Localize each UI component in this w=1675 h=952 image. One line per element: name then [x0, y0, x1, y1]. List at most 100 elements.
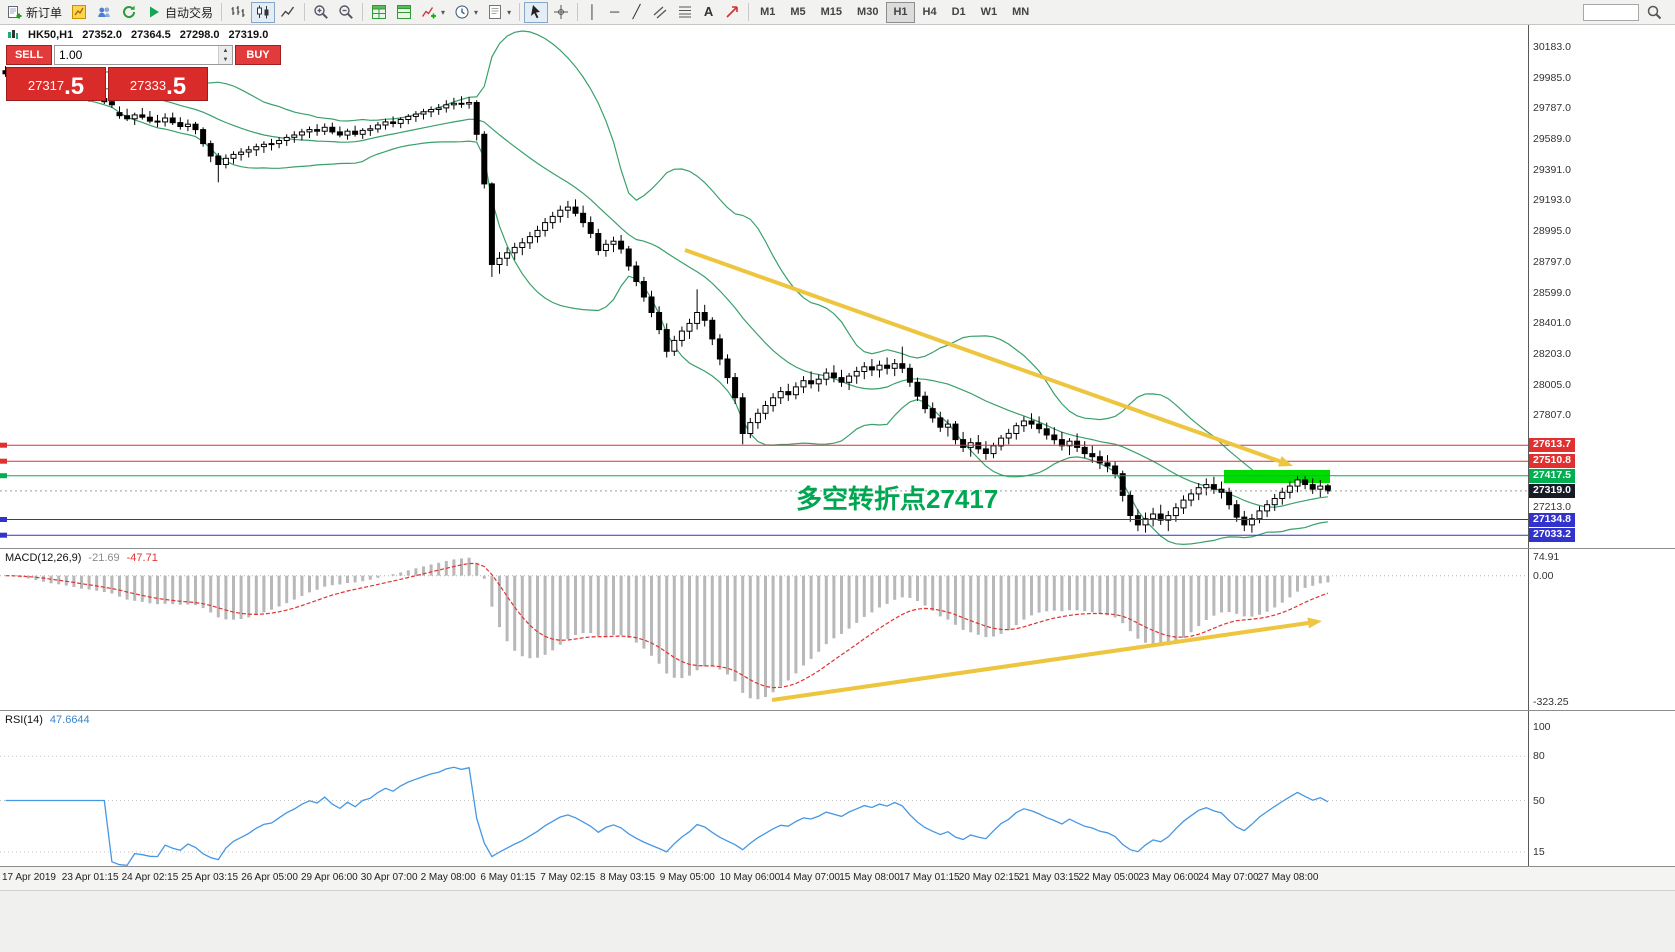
sell-button[interactable]: SELL — [6, 45, 52, 65]
sell-price-int: 27317 — [27, 78, 65, 93]
bar-chart-button[interactable] — [226, 2, 250, 23]
toolbar-button-label: MN — [1012, 6, 1030, 18]
trendline-button[interactable]: ╱ — [626, 2, 647, 23]
rsi-panel: 100 80 50 15 RSI(14) 47.6644 — [0, 710, 1675, 866]
price-axis-label: 29787.0 — [1533, 102, 1571, 115]
volume-up-icon[interactable]: ▲ — [219, 46, 232, 55]
price-axis-label: 30183.0 — [1533, 41, 1571, 53]
buy-button[interactable]: BUY — [235, 45, 281, 65]
indicators-icon — [421, 4, 437, 20]
macd-axis-label: 0.00 — [1533, 569, 1554, 582]
macd-axis[interactable]: 74.91 0.00 -323.25 — [1528, 549, 1675, 710]
symbol-search-input[interactable] — [1583, 3, 1639, 21]
rsi-axis[interactable]: 100 80 50 15 — [1528, 711, 1675, 866]
timeframe-m30[interactable]: M30 — [850, 2, 885, 23]
time-axis-label: 23 Apr 01:15 — [61, 872, 119, 883]
macd-panel: 74.91 0.00 -323.25 MACD(12,26,9) -21.69 -47.… — [0, 548, 1675, 710]
time-axis-label: 24 Apr 02:15 — [121, 872, 179, 883]
cursor-button[interactable] — [524, 1, 549, 23]
fibonacci-button[interactable] — [673, 2, 697, 23]
timeframe-h4[interactable]: H4 — [916, 2, 944, 23]
current-price-tag: 27319.0 — [1529, 483, 1575, 498]
price-axis-label: 28995.0 — [1533, 225, 1571, 238]
crosshair-icon — [553, 4, 569, 20]
arrange-windows-button[interactable] — [392, 2, 416, 23]
time-axis-label: 6 May 01:15 — [480, 872, 536, 883]
profiles-button[interactable] — [92, 2, 116, 23]
time-axis-label: 26 Apr 05:00 — [241, 872, 298, 883]
buy-price-int: 27333 — [129, 78, 167, 93]
macd-axis-label: -323.25 — [1533, 696, 1569, 708]
price-axis-label: 29985.0 — [1533, 71, 1571, 84]
time-axis-label: 29 Apr 06:00 — [301, 872, 358, 883]
horizontal-line-icon: ─ — [609, 4, 620, 19]
toolbar-separator — [577, 3, 579, 21]
templates-button[interactable]: ▾ — [483, 2, 515, 23]
search-icon[interactable] — [1642, 2, 1666, 23]
volume-down-icon[interactable]: ▼ — [219, 55, 232, 64]
open-chart-button[interactable] — [67, 2, 91, 23]
price-axis-label: 29589.0 — [1533, 133, 1571, 146]
symbol-period-label: HK50,H1 — [28, 29, 74, 41]
timeframe-w1[interactable]: W1 — [974, 2, 1005, 23]
macd-axis-label: 74.91 — [1533, 551, 1560, 563]
bar-close-value: 27319.0 — [228, 29, 269, 41]
timeframe-m1[interactable]: M1 — [753, 2, 782, 23]
line-chart-button[interactable] — [276, 2, 300, 23]
volume-input[interactable] — [55, 46, 218, 64]
equidistant-channel-button[interactable] — [648, 2, 672, 23]
text-label-button[interactable]: A — [698, 2, 719, 23]
macd-header: MACD(12,26,9) -21.69 -47.71 — [5, 552, 165, 564]
arrange-windows-icon — [396, 4, 412, 20]
tile-windows-button[interactable] — [367, 2, 391, 23]
price-axis-label: 27807.0 — [1533, 409, 1571, 422]
zoom-out-button[interactable] — [334, 2, 358, 23]
time-axis[interactable]: 17 Apr 2019 23 Apr 01:15 24 Apr 02:15 25 Ap… — [0, 866, 1675, 890]
rsi-canvas[interactable] — [0, 711, 1528, 866]
toolbar-separator — [519, 3, 521, 21]
vertical-line-button[interactable]: │ — [582, 2, 603, 23]
macd-canvas[interactable] — [0, 549, 1528, 710]
horizontal-line-button[interactable]: ─ — [604, 2, 625, 23]
sell-price-big: .5 — [64, 73, 85, 100]
timeframe-h1[interactable]: H1 — [886, 1, 915, 23]
arrow-objects-button[interactable] — [720, 2, 744, 23]
crosshair-button[interactable] — [549, 2, 573, 23]
price-chart-canvas[interactable]: 多空转折点27417 — [0, 25, 1528, 548]
price-line-tag: 27613.7 — [1529, 438, 1575, 453]
indicators-button[interactable]: ▾ — [417, 2, 449, 23]
price-axis-label: 27213.0 — [1533, 501, 1571, 514]
buy-price-button[interactable]: 27333.5 — [108, 67, 208, 101]
price-line-tag: 27033.2 — [1529, 528, 1575, 543]
chart-icon — [7, 29, 19, 41]
price-axis[interactable]: 30183.0 29985.0 29787.0 29589.0 29391.0 29193… — [1528, 25, 1675, 548]
timeframe-m15[interactable]: M15 — [814, 2, 849, 23]
new-order-icon — [7, 4, 23, 20]
toolbar-button-label: D1 — [951, 6, 966, 18]
svg-text:多空转折点27417: 多空转折点27417 — [796, 484, 998, 514]
timeframe-m5[interactable]: M5 — [783, 2, 812, 23]
time-axis-label: 8 May 03:15 — [600, 872, 656, 883]
new-order-button[interactable]: 新订单 — [3, 2, 66, 23]
periods-button[interactable]: ▾ — [450, 2, 482, 23]
time-axis-label: 17 May 01:15 — [899, 872, 960, 883]
toolbar-separator — [362, 3, 364, 21]
toolbar-button-label: W1 — [980, 6, 998, 18]
timeframe-mn[interactable]: MN — [1005, 2, 1036, 23]
macd-title: MACD(12,26,9) — [5, 552, 82, 564]
toolbar-separator — [304, 3, 306, 21]
toolbar-button-label: M1 — [760, 6, 776, 18]
timeframe-d1[interactable]: D1 — [945, 2, 973, 23]
sell-price-button[interactable]: 27317.5 — [6, 67, 106, 101]
price-axis-label: 28401.0 — [1533, 317, 1571, 330]
rsi-axis-label: 50 — [1533, 794, 1545, 807]
refresh-button[interactable] — [117, 2, 141, 23]
macd-signal-value: -47.71 — [126, 552, 158, 564]
candlestick-chart-button[interactable] — [251, 1, 276, 23]
price-axis-label: 28797.0 — [1533, 255, 1571, 268]
autotrading-button[interactable]: 自动交易 — [142, 2, 217, 23]
macd-main-value: -21.69 — [88, 552, 120, 564]
chevron-down-icon: ▾ — [474, 7, 479, 17]
zoom-in-button[interactable] — [309, 2, 333, 23]
